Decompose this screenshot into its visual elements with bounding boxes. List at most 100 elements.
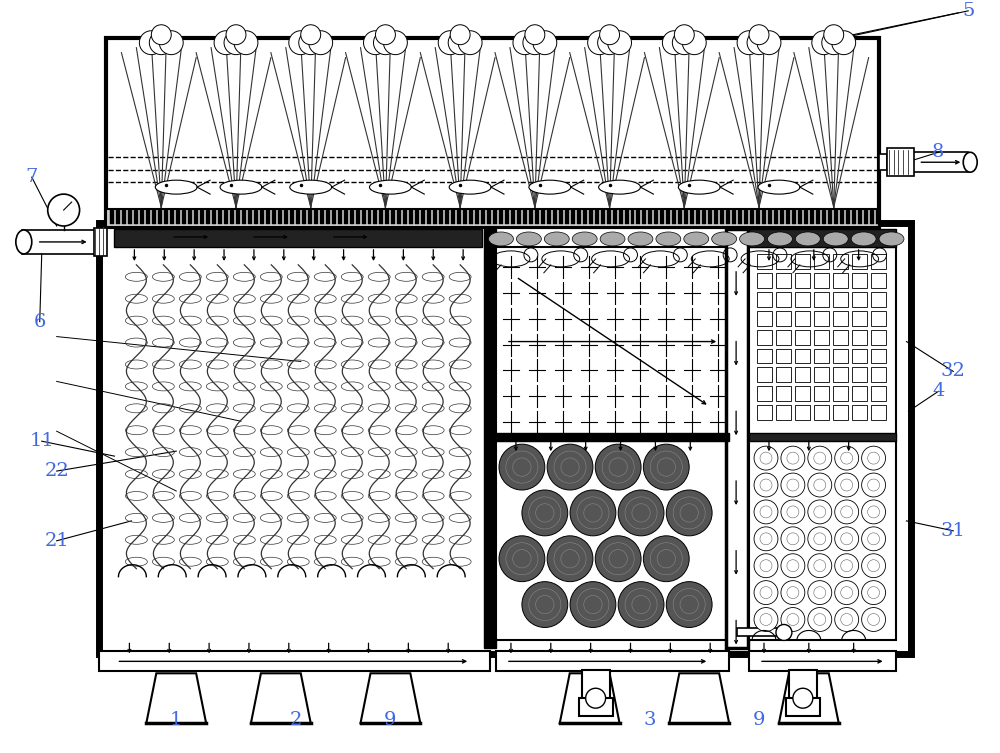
Bar bbox=[795, 405, 810, 420]
Bar bbox=[589, 210, 593, 224]
Bar bbox=[852, 210, 856, 224]
Bar bbox=[134, 210, 138, 224]
Bar bbox=[852, 349, 867, 364]
Bar bbox=[457, 210, 461, 224]
Ellipse shape bbox=[712, 232, 737, 246]
Ellipse shape bbox=[758, 180, 800, 194]
Bar bbox=[158, 210, 162, 224]
Circle shape bbox=[754, 473, 778, 497]
Bar bbox=[814, 291, 829, 306]
Circle shape bbox=[808, 473, 832, 497]
Bar bbox=[852, 291, 867, 306]
Bar bbox=[757, 291, 772, 306]
Text: 9: 9 bbox=[753, 711, 765, 729]
Circle shape bbox=[522, 490, 568, 536]
Bar bbox=[595, 210, 599, 224]
Bar bbox=[870, 210, 874, 224]
Bar bbox=[678, 210, 682, 224]
Ellipse shape bbox=[879, 232, 904, 246]
Bar bbox=[373, 210, 377, 224]
Bar bbox=[726, 210, 730, 224]
Bar bbox=[212, 210, 216, 224]
Text: 9: 9 bbox=[384, 711, 397, 729]
Bar bbox=[776, 349, 791, 364]
Bar bbox=[505, 210, 509, 224]
Circle shape bbox=[608, 31, 632, 55]
Bar bbox=[720, 210, 724, 224]
Bar bbox=[762, 210, 766, 224]
Polygon shape bbox=[560, 673, 620, 723]
Ellipse shape bbox=[220, 180, 262, 194]
Ellipse shape bbox=[600, 232, 625, 246]
Ellipse shape bbox=[795, 232, 820, 246]
Circle shape bbox=[226, 25, 246, 44]
Circle shape bbox=[364, 31, 387, 55]
Circle shape bbox=[149, 31, 173, 55]
Bar bbox=[607, 210, 611, 224]
Bar bbox=[871, 254, 886, 269]
Circle shape bbox=[793, 688, 813, 708]
Bar bbox=[224, 210, 228, 224]
Circle shape bbox=[808, 553, 832, 578]
Bar bbox=[475, 210, 479, 224]
Bar bbox=[749, 247, 896, 436]
Ellipse shape bbox=[529, 180, 571, 194]
Bar bbox=[579, 698, 613, 716]
Bar bbox=[757, 367, 772, 383]
Bar bbox=[871, 273, 886, 288]
Circle shape bbox=[499, 444, 545, 490]
Bar bbox=[876, 210, 880, 224]
Bar bbox=[260, 210, 264, 224]
Bar bbox=[757, 273, 772, 288]
Bar bbox=[776, 291, 791, 306]
Circle shape bbox=[781, 527, 805, 550]
Bar bbox=[248, 210, 252, 224]
Bar bbox=[871, 291, 886, 306]
Bar bbox=[110, 210, 114, 224]
Bar bbox=[749, 433, 896, 441]
Bar bbox=[206, 210, 210, 224]
Bar bbox=[94, 228, 107, 256]
Bar bbox=[625, 210, 629, 224]
Circle shape bbox=[824, 25, 844, 44]
Bar bbox=[786, 698, 820, 716]
Bar bbox=[757, 330, 772, 345]
Ellipse shape bbox=[628, 232, 653, 246]
Bar bbox=[272, 210, 276, 224]
Bar bbox=[344, 210, 348, 224]
Bar bbox=[708, 210, 712, 224]
Bar bbox=[814, 273, 829, 288]
Ellipse shape bbox=[740, 232, 764, 246]
Text: 6: 6 bbox=[34, 312, 46, 331]
Circle shape bbox=[618, 490, 664, 536]
Bar bbox=[332, 210, 336, 224]
Bar bbox=[99, 223, 911, 654]
Bar bbox=[833, 367, 848, 383]
Ellipse shape bbox=[290, 180, 332, 194]
Bar bbox=[810, 210, 814, 224]
Bar bbox=[278, 210, 282, 224]
Ellipse shape bbox=[489, 232, 513, 246]
Bar bbox=[242, 210, 246, 224]
Bar bbox=[541, 210, 545, 224]
Circle shape bbox=[832, 31, 856, 55]
Circle shape bbox=[781, 500, 805, 524]
Bar bbox=[631, 210, 634, 224]
Bar bbox=[296, 210, 300, 224]
Bar bbox=[757, 254, 772, 269]
Text: 8: 8 bbox=[932, 143, 945, 161]
Ellipse shape bbox=[572, 232, 597, 246]
Text: 4: 4 bbox=[932, 383, 945, 401]
Circle shape bbox=[48, 194, 80, 226]
Circle shape bbox=[513, 31, 537, 55]
Bar bbox=[559, 210, 563, 224]
Bar bbox=[834, 210, 838, 224]
Circle shape bbox=[754, 608, 778, 632]
Bar bbox=[696, 210, 700, 224]
Bar bbox=[738, 210, 742, 224]
Bar bbox=[871, 386, 886, 401]
Circle shape bbox=[643, 444, 689, 490]
Bar bbox=[481, 210, 485, 224]
Circle shape bbox=[547, 444, 593, 490]
Text: 1: 1 bbox=[170, 711, 182, 729]
